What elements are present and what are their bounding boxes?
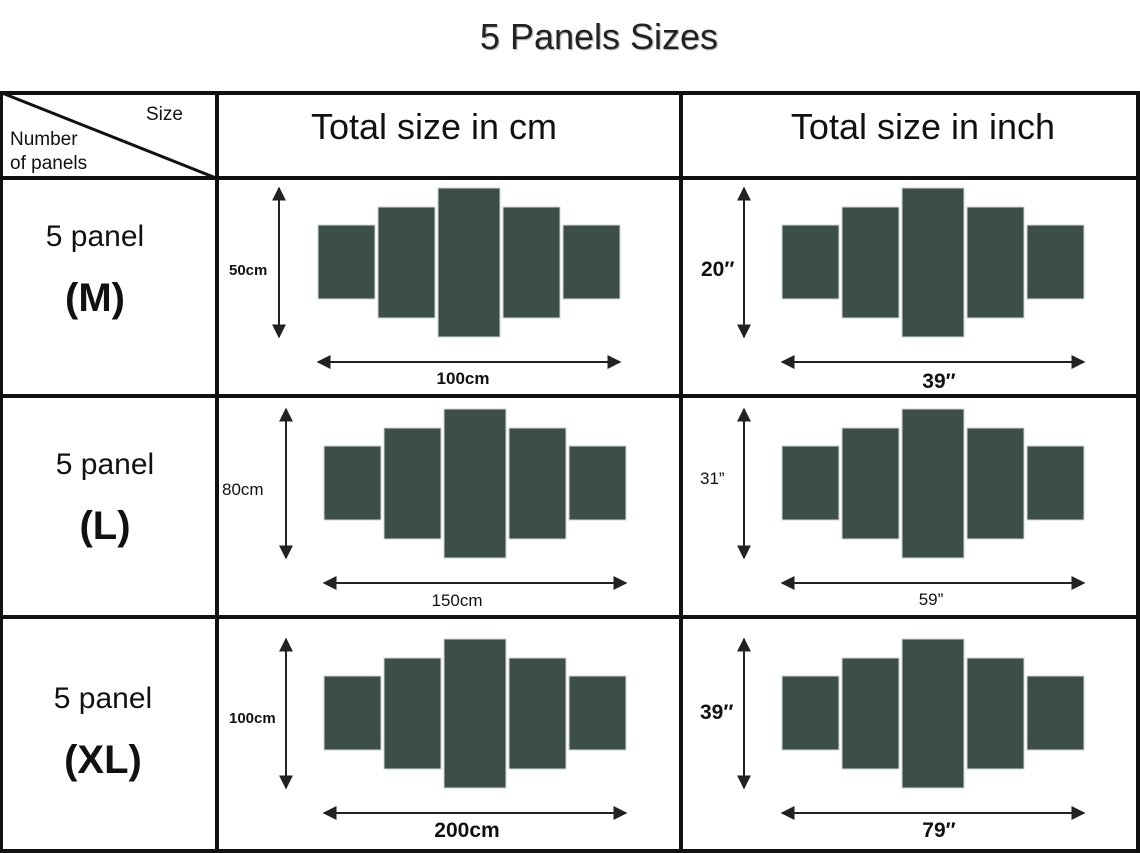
canvas-panel-3: [437, 187, 501, 338]
canvas-panel-1: [317, 224, 376, 300]
width-label: 59”: [919, 590, 944, 609]
canvas-panel-3: [901, 187, 965, 338]
diagram-m-inch: 20″ 39″: [701, 186, 1086, 393]
header-number-line1: Number: [10, 129, 78, 150]
header-size-label: Size: [146, 104, 183, 125]
canvas-panel-2: [841, 206, 900, 319]
canvas-panel-4: [966, 206, 1025, 319]
header-col-inch: Total size in inch: [790, 106, 1056, 147]
canvas-panel-1: [781, 445, 840, 521]
table-border-bottom: [0, 849, 1140, 853]
header-col-cm: Total size in cm: [310, 106, 558, 147]
row-size-code: (XL): [64, 738, 142, 782]
diagram-l-cm: 80cm 150cm: [222, 407, 628, 610]
canvas-panel-3: [901, 408, 965, 559]
canvas-panel-5: [568, 445, 627, 521]
canvas-panel-5: [1026, 675, 1085, 751]
row-panel-count: 5 panel: [55, 448, 155, 481]
table-border-col1: [215, 91, 219, 853]
canvas-panel-4: [966, 427, 1025, 540]
row-label-l: 5 panel (L): [10, 448, 200, 549]
canvas-panel-2: [377, 206, 436, 319]
diagram-xl-cm: 100cm 200cm: [229, 637, 628, 842]
canvas-panel-1: [781, 224, 840, 300]
canvas-panel-3: [443, 638, 507, 789]
table-border-right: [1136, 91, 1140, 853]
header-diagonal: [1, 91, 217, 180]
canvas-panel-4: [966, 657, 1025, 770]
height-label: 31”: [700, 469, 725, 488]
height-label: 80cm: [222, 480, 264, 499]
width-label: 39″: [922, 370, 955, 393]
canvas-panel-1: [323, 445, 382, 521]
canvas-panel-2: [841, 427, 900, 540]
table-border-top: [0, 91, 1140, 95]
canvas-panel-3: [443, 408, 507, 559]
table-border-left: [0, 91, 3, 853]
table-border-col2: [679, 91, 683, 853]
canvas-panel-2: [383, 427, 442, 540]
width-label: 79″: [922, 819, 955, 842]
canvas-panel-5: [1026, 224, 1085, 300]
canvas-panel-5: [568, 675, 627, 751]
width-label: 150cm: [431, 591, 482, 610]
height-label: 20″: [701, 258, 734, 281]
canvas-panel-4: [508, 657, 567, 770]
diagram-xl-inch: 39″ 79″: [700, 637, 1086, 842]
table-border-row1-bottom: [0, 394, 1140, 398]
row-panel-count: 5 panel: [53, 682, 153, 715]
diagram-l-inch: 31” 59”: [700, 407, 1086, 609]
header-number-label: Number of panels: [10, 128, 87, 176]
canvas-panel-5: [1026, 445, 1085, 521]
canvas-panel-5: [562, 224, 621, 300]
row-size-code: (L): [79, 504, 131, 548]
canvas-panel-1: [781, 675, 840, 751]
width-label: 100cm: [437, 369, 490, 388]
row-label-xl: 5 panel (XL): [8, 682, 198, 783]
header-number-line2: of panels: [10, 153, 88, 174]
page-title: 5 Panels Sizes: [479, 16, 719, 57]
diagram-m-cm: 50cm 100cm: [229, 186, 622, 388]
canvas-panel-2: [383, 657, 442, 770]
table-border-header-bottom: [0, 176, 1140, 180]
canvas-panel-2: [841, 657, 900, 770]
canvas-panel-4: [502, 206, 561, 319]
canvas-panel-3: [901, 638, 965, 789]
height-label: 100cm: [229, 710, 276, 727]
canvas-panel-4: [508, 427, 567, 540]
row-label-m: 5 panel (M): [0, 220, 190, 321]
table-border-row2-bottom: [0, 615, 1140, 619]
row-panel-count: 5 panel: [45, 220, 145, 253]
width-label: 200cm: [434, 819, 499, 842]
height-label: 50cm: [229, 262, 267, 279]
height-label: 39″: [700, 701, 733, 724]
row-size-code: (M): [65, 276, 125, 320]
canvas-panel-1: [323, 675, 382, 751]
